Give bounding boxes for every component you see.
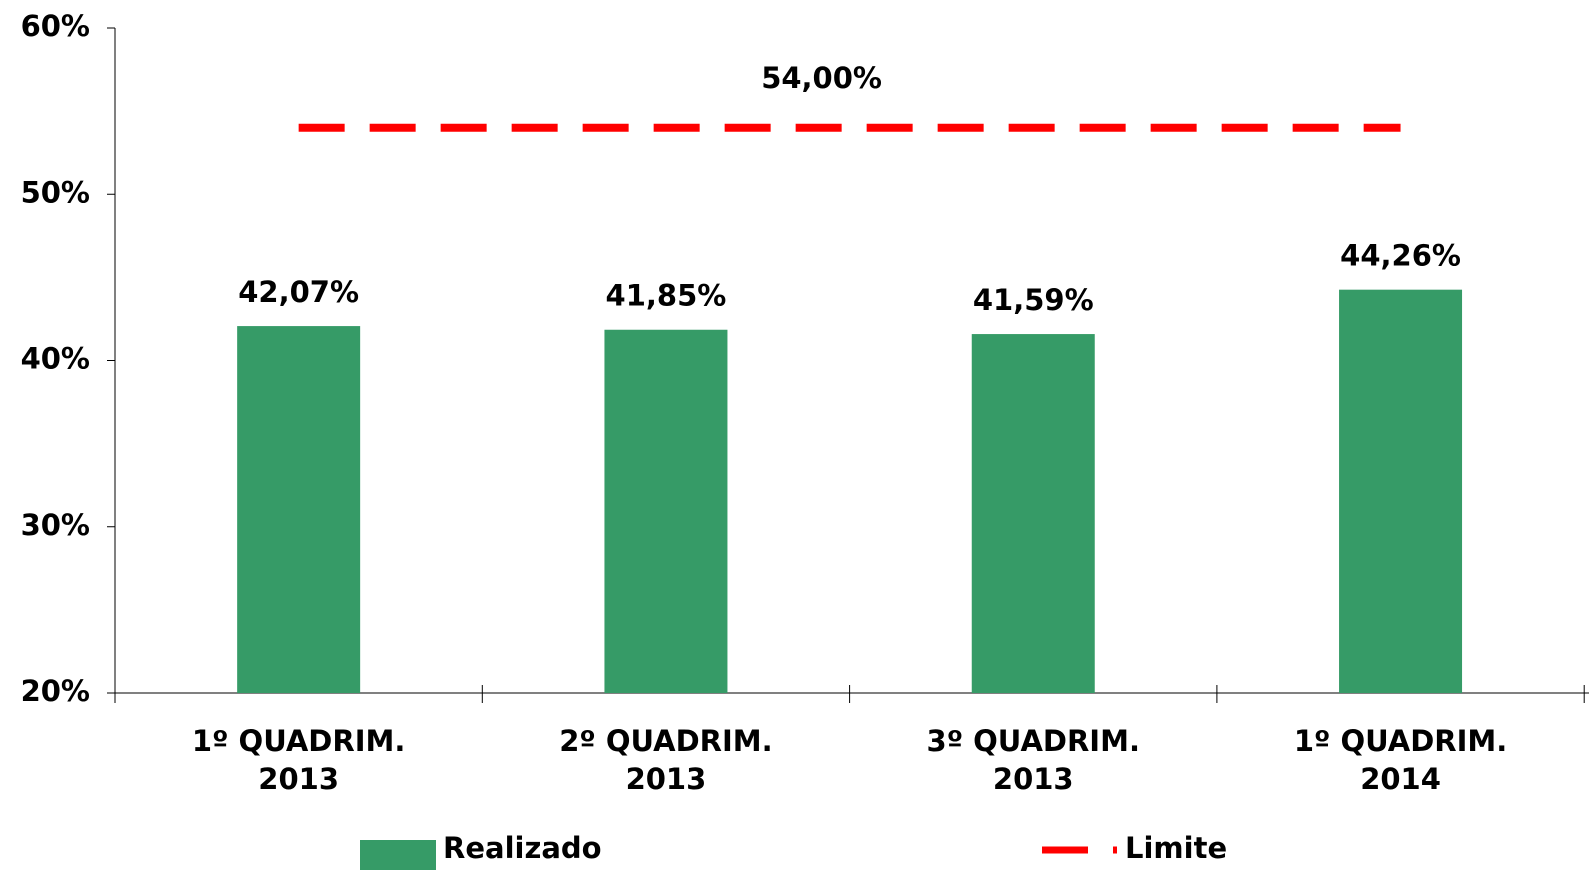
legend-label: Realizado xyxy=(443,831,602,865)
legend-swatch xyxy=(360,840,436,870)
legend-label: Limite xyxy=(1125,831,1227,865)
bar xyxy=(237,326,361,693)
bar xyxy=(604,329,728,693)
y-tick-label: 50% xyxy=(21,175,90,209)
y-tick-label: 30% xyxy=(21,508,90,542)
x-tick-label: 1º QUADRIM. 2014 xyxy=(1293,724,1508,796)
y-tick-label: 60% xyxy=(21,9,90,43)
y-tick-label: 40% xyxy=(21,342,90,376)
data-label: 41,59% xyxy=(973,283,1094,317)
x-tick-label: 2º QUADRIM. 2013 xyxy=(559,724,773,796)
x-tick-label: 3º QUADRIM. 2013 xyxy=(926,724,1140,796)
annotation: 54,00% xyxy=(761,61,882,95)
bar xyxy=(1339,289,1463,693)
data-label: 41,85% xyxy=(606,279,727,313)
bar xyxy=(971,334,1095,693)
y-tick-label: 20% xyxy=(21,674,90,708)
data-label: 42,07% xyxy=(238,275,359,309)
x-tick-label: 1º QUADRIM. 2013 xyxy=(191,724,406,796)
data-label: 44,26% xyxy=(1340,239,1461,273)
